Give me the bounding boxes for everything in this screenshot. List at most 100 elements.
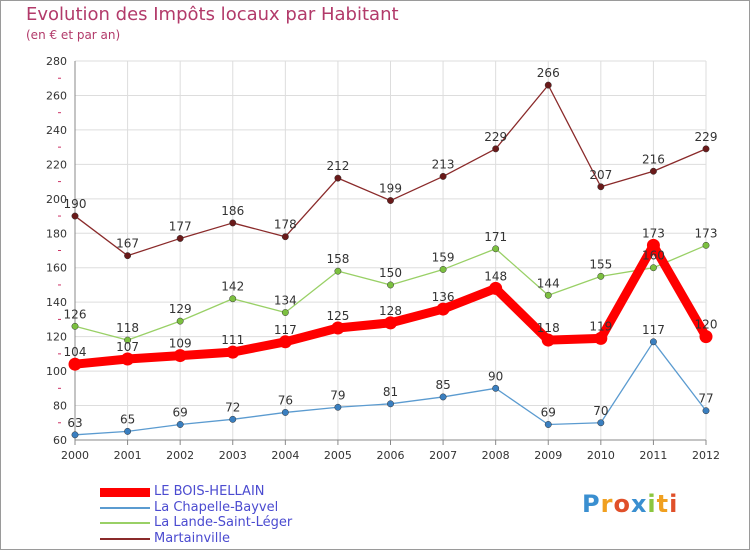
grid-lines xyxy=(74,60,707,441)
data-point xyxy=(541,333,555,347)
data-point xyxy=(121,352,135,366)
legend-swatch xyxy=(100,522,150,524)
data-point xyxy=(229,295,237,303)
data-label: 190 xyxy=(64,197,87,211)
logo-letter: t xyxy=(656,490,670,518)
data-label: 177 xyxy=(169,219,192,233)
data-point xyxy=(544,421,552,428)
data-label: 178 xyxy=(274,218,297,232)
data-point xyxy=(387,197,394,204)
data-label: 118 xyxy=(537,321,560,335)
data-point xyxy=(649,167,657,175)
data-label: 126 xyxy=(64,307,87,321)
x-tick-label: 2010 xyxy=(587,449,615,462)
x-tick-label: 2009 xyxy=(534,449,562,462)
data-label: 125 xyxy=(326,309,349,323)
logo-letter: x xyxy=(630,490,648,518)
x-tick-label: 2004 xyxy=(271,449,299,462)
data-point xyxy=(384,316,397,330)
data-point xyxy=(594,331,608,345)
data-point xyxy=(492,245,500,253)
data-label: 148 xyxy=(484,269,507,283)
logo-letter: r xyxy=(600,490,614,518)
data-point xyxy=(646,238,660,252)
data-point xyxy=(124,336,132,344)
data-point xyxy=(439,172,447,180)
data-point xyxy=(281,233,289,241)
data-label: 186 xyxy=(221,204,244,218)
data-label: 90 xyxy=(488,369,503,383)
data-point xyxy=(71,322,79,330)
axes: 60 80 100 120 140 160 180 200 220 240 260 280 2000 20… xyxy=(46,55,720,462)
chart-subtitle: (en € et par an) xyxy=(26,28,121,42)
data-point xyxy=(229,219,237,227)
y-tick-label: 260 xyxy=(46,89,67,102)
y-tick-label: 220 xyxy=(46,158,67,171)
x-tick-label: 2007 xyxy=(429,449,457,462)
data-point xyxy=(334,174,342,182)
data-label: 155 xyxy=(589,257,612,271)
data-point xyxy=(71,431,79,439)
data-label: 229 xyxy=(484,130,507,144)
proxiti-logo: Proxiti xyxy=(582,490,678,518)
legend-swatch xyxy=(100,487,150,497)
data-point xyxy=(387,281,394,289)
data-label: 107 xyxy=(116,340,139,354)
x-tick-label: 2003 xyxy=(219,449,247,462)
data-point xyxy=(439,266,447,273)
data-label: 266 xyxy=(537,66,560,80)
data-label: 199 xyxy=(379,182,402,196)
data-label: 144 xyxy=(537,276,560,290)
data-point xyxy=(702,407,710,415)
data-label: 136 xyxy=(432,290,455,304)
data-label: 158 xyxy=(326,252,349,266)
data-point xyxy=(281,309,289,316)
data-label: 150 xyxy=(379,266,402,280)
data-label: 63 xyxy=(67,416,82,430)
data-point xyxy=(649,338,657,346)
data-point xyxy=(544,291,552,299)
y-tick-label: 140 xyxy=(46,296,67,309)
x-tick-label: 2006 xyxy=(377,449,405,462)
data-label: 109 xyxy=(169,337,192,351)
data-point xyxy=(173,349,187,363)
data-point xyxy=(492,384,500,392)
logo-letter: i xyxy=(669,490,679,518)
logo-letter: P xyxy=(582,490,601,518)
data-point xyxy=(439,393,447,401)
data-label: 173 xyxy=(695,226,718,240)
data-label: 207 xyxy=(589,168,612,182)
data-point xyxy=(334,267,342,275)
data-point xyxy=(331,321,345,335)
y-tick-label: 160 xyxy=(46,262,67,275)
y-tick-label: 80 xyxy=(53,400,67,413)
data-label: 120 xyxy=(695,318,718,332)
data-label: 85 xyxy=(435,378,450,392)
legend-swatch xyxy=(100,506,150,509)
data-label: 69 xyxy=(541,405,556,419)
legend-label: Martainville xyxy=(154,530,230,546)
data-label: 79 xyxy=(330,388,345,402)
data-point xyxy=(387,400,394,408)
data-point xyxy=(229,415,237,423)
data-label: 212 xyxy=(326,159,349,173)
x-tick-label: 2011 xyxy=(639,449,667,462)
data-point xyxy=(278,335,292,349)
data-label: 167 xyxy=(116,237,139,251)
data-label: 76 xyxy=(278,393,293,407)
data-point xyxy=(489,281,503,295)
data-point xyxy=(702,241,710,249)
data-label: 69 xyxy=(173,405,188,419)
data-point xyxy=(334,403,342,411)
legend-label: LE BOIS-HELLAIN xyxy=(154,484,265,499)
x-tick-label: 2008 xyxy=(482,449,510,462)
data-label: 119 xyxy=(589,319,612,333)
data-point xyxy=(597,419,605,427)
data-label: 72 xyxy=(225,400,240,414)
data-point xyxy=(649,264,657,272)
data-point xyxy=(176,234,184,242)
chart-title: Evolution des Impôts locaux par Habitant xyxy=(26,4,399,25)
data-label: 216 xyxy=(642,152,665,166)
data-point xyxy=(544,81,552,89)
